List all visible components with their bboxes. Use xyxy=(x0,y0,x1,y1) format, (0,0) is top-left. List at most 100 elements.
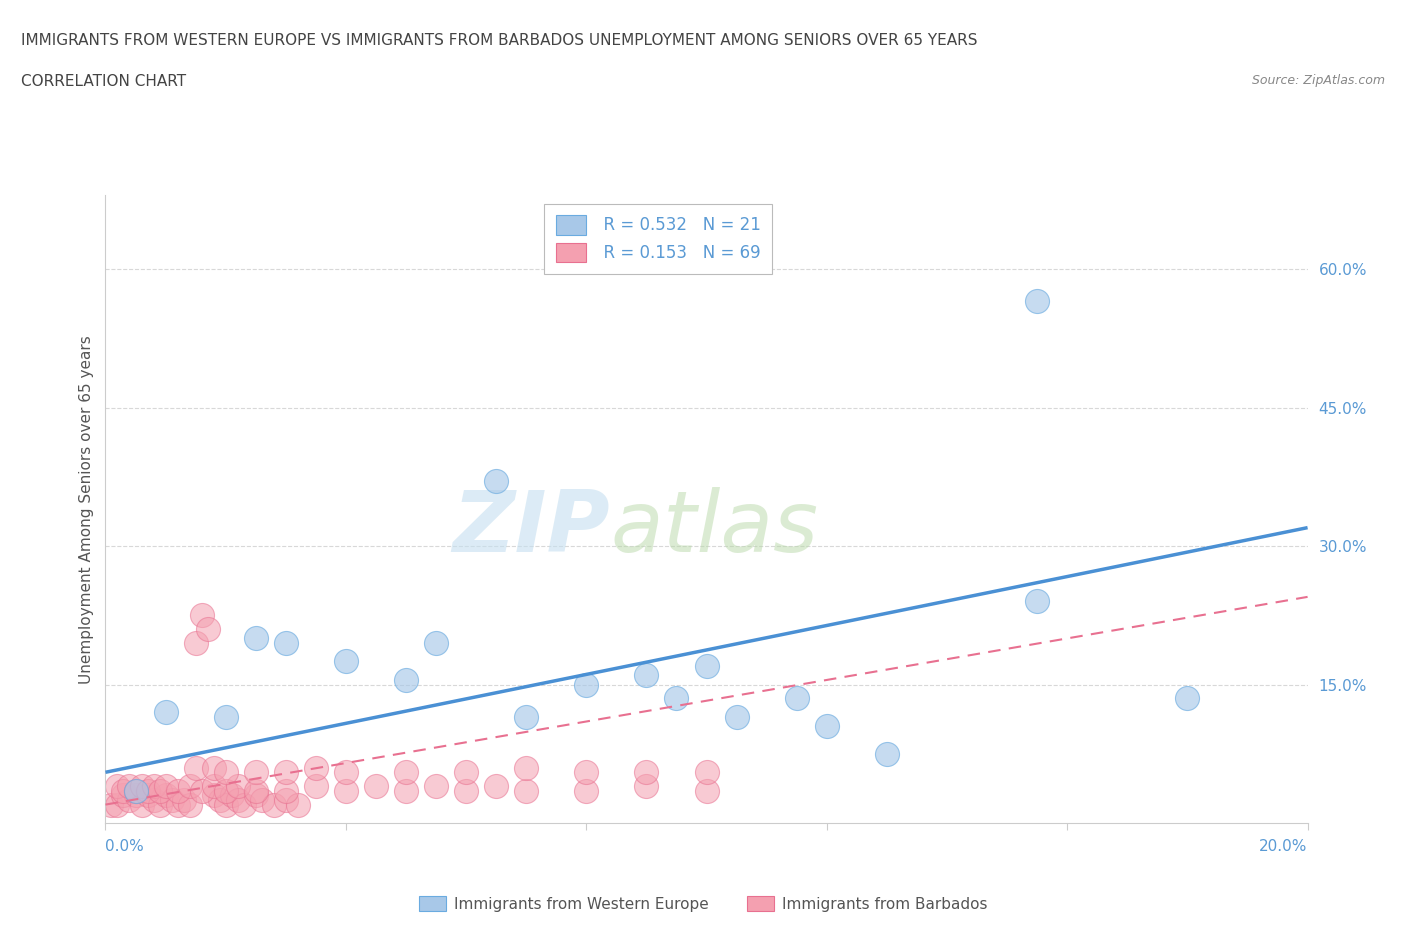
Point xyxy=(226,792,249,807)
Legend:   R = 0.532   N = 21,   R = 0.153   N = 69: R = 0.532 N = 21, R = 0.153 N = 69 xyxy=(544,204,772,273)
Point xyxy=(335,783,357,798)
Text: atlas: atlas xyxy=(610,486,818,569)
Point xyxy=(425,778,447,793)
Point xyxy=(696,764,718,779)
Point xyxy=(184,635,207,650)
Point xyxy=(118,792,141,807)
Point xyxy=(136,783,159,798)
Point xyxy=(485,474,508,489)
Point xyxy=(245,788,267,803)
Point xyxy=(515,710,537,724)
Point xyxy=(274,635,297,650)
Point xyxy=(184,760,207,775)
Point xyxy=(1026,294,1049,309)
Point xyxy=(214,797,236,812)
Point xyxy=(364,778,387,793)
Point xyxy=(636,764,658,779)
Point xyxy=(575,783,598,798)
Point xyxy=(190,783,212,798)
Text: CORRELATION CHART: CORRELATION CHART xyxy=(21,74,186,89)
Point xyxy=(245,764,267,779)
Point xyxy=(245,783,267,798)
Point xyxy=(395,764,418,779)
Point xyxy=(160,792,183,807)
Point xyxy=(636,778,658,793)
Point xyxy=(226,778,249,793)
Text: ZIP: ZIP xyxy=(453,486,610,569)
Text: 0.0%: 0.0% xyxy=(105,839,145,854)
Point xyxy=(1175,691,1198,706)
Point xyxy=(202,788,225,803)
Point xyxy=(221,788,243,803)
Point xyxy=(179,797,201,812)
Point xyxy=(696,658,718,673)
Point xyxy=(155,788,177,803)
Point xyxy=(454,764,477,779)
Point xyxy=(214,710,236,724)
Point xyxy=(190,608,212,623)
Text: 20.0%: 20.0% xyxy=(1260,839,1308,854)
Point xyxy=(485,778,508,793)
Point xyxy=(575,677,598,692)
Point xyxy=(202,778,225,793)
Point xyxy=(725,710,748,724)
Point xyxy=(124,783,146,798)
Point xyxy=(166,797,188,812)
Point xyxy=(274,792,297,807)
Point xyxy=(305,778,328,793)
Point xyxy=(425,635,447,650)
Point xyxy=(287,797,309,812)
Point xyxy=(214,783,236,798)
Point xyxy=(263,797,285,812)
Point xyxy=(136,788,159,803)
Text: IMMIGRANTS FROM WESTERN EUROPE VS IMMIGRANTS FROM BARBADOS UNEMPLOYMENT AMONG SE: IMMIGRANTS FROM WESTERN EUROPE VS IMMIGR… xyxy=(21,33,977,47)
Point xyxy=(100,797,122,812)
Point xyxy=(112,788,135,803)
Point xyxy=(148,797,170,812)
Point xyxy=(112,783,135,798)
Point xyxy=(118,778,141,793)
Point xyxy=(575,764,598,779)
Point xyxy=(454,783,477,798)
Point xyxy=(124,783,146,798)
Point xyxy=(107,778,129,793)
Point xyxy=(155,705,177,720)
Point xyxy=(395,783,418,798)
Point xyxy=(786,691,808,706)
Point xyxy=(202,760,225,775)
Point xyxy=(107,797,129,812)
Point xyxy=(173,792,195,807)
Point xyxy=(214,764,236,779)
Point xyxy=(142,792,165,807)
Legend: Immigrants from Western Europe, Immigrants from Barbados: Immigrants from Western Europe, Immigran… xyxy=(412,889,994,918)
Point xyxy=(335,764,357,779)
Point xyxy=(665,691,688,706)
Point xyxy=(335,654,357,669)
Point xyxy=(245,631,267,645)
Point xyxy=(142,778,165,793)
Point xyxy=(179,778,201,793)
Point xyxy=(131,797,153,812)
Point xyxy=(515,760,537,775)
Point xyxy=(1026,594,1049,609)
Point xyxy=(876,747,898,762)
Point xyxy=(250,792,273,807)
Point xyxy=(197,622,219,637)
Point xyxy=(274,764,297,779)
Point xyxy=(208,792,231,807)
Point xyxy=(148,783,170,798)
Y-axis label: Unemployment Among Seniors over 65 years: Unemployment Among Seniors over 65 years xyxy=(79,335,94,684)
Point xyxy=(274,783,297,798)
Point xyxy=(696,783,718,798)
Point xyxy=(395,672,418,687)
Point xyxy=(232,797,254,812)
Point xyxy=(124,788,146,803)
Point xyxy=(636,668,658,683)
Text: Source: ZipAtlas.com: Source: ZipAtlas.com xyxy=(1251,74,1385,87)
Point xyxy=(131,778,153,793)
Point xyxy=(305,760,328,775)
Point xyxy=(815,719,838,734)
Point xyxy=(515,783,537,798)
Point xyxy=(155,778,177,793)
Point xyxy=(166,783,188,798)
